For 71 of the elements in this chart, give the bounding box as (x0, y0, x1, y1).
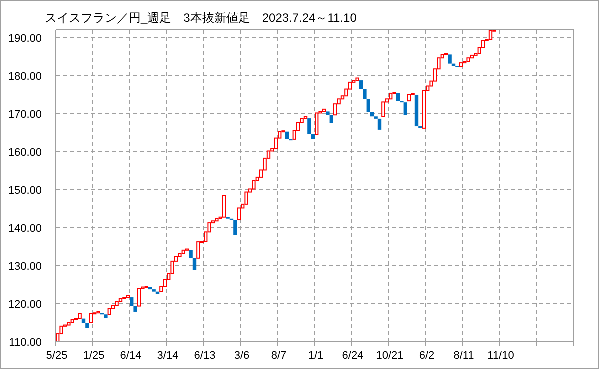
y-tick-label: 150.00 (8, 184, 42, 197)
y-tick-label: 180.00 (8, 70, 42, 83)
bar (237, 208, 241, 221)
bar (244, 192, 248, 205)
bar (308, 118, 312, 135)
bar (104, 314, 108, 318)
bar (182, 250, 186, 254)
bar (311, 134, 315, 140)
bar (488, 30, 493, 40)
bar (382, 102, 386, 118)
bar (396, 93, 400, 102)
bar (78, 313, 82, 320)
x-tick-label: 6/24 (342, 350, 364, 362)
bar (315, 112, 319, 136)
bar (189, 250, 193, 258)
y-tick-label: 120.00 (8, 299, 42, 311)
bar (196, 242, 200, 259)
x-tick-label: 3/14 (157, 350, 179, 362)
bar (82, 318, 86, 323)
bar (359, 80, 364, 90)
y-tick-label: 160.00 (8, 146, 42, 159)
bar (67, 322, 71, 326)
x-tick-label: 3/6 (234, 350, 250, 362)
bar (366, 99, 370, 112)
bar (192, 258, 197, 270)
bar (356, 78, 360, 82)
bar (363, 89, 367, 100)
bar (326, 112, 330, 116)
x-tick-label: 1/25 (83, 350, 105, 362)
bar (222, 195, 226, 218)
bar (370, 112, 374, 117)
bar (134, 306, 138, 312)
bar (215, 218, 219, 222)
bar (330, 115, 334, 124)
x-tick-label: 6/13 (194, 350, 216, 362)
x-tick-label: 8/11 (454, 350, 474, 362)
y-tick-label: 190.00 (8, 32, 42, 45)
x-tick-label: 6/14 (120, 350, 142, 362)
chart-title: スイスフラン／円_週足 3本抜新値足 2023.7.24～11.10 (45, 11, 358, 25)
x-tick-label: 1/1 (308, 350, 324, 362)
bar (408, 94, 412, 102)
bar (459, 62, 463, 67)
bar (86, 323, 90, 328)
bar (137, 288, 142, 307)
bar (414, 94, 419, 127)
bar (452, 64, 456, 66)
bar (70, 319, 74, 324)
y-tick-label: 140.00 (8, 222, 42, 235)
y-tick-label: 170.00 (8, 108, 42, 121)
bar (252, 180, 256, 190)
bar (108, 308, 112, 316)
bar (448, 54, 452, 64)
x-tick-label: 10/21 (376, 350, 404, 362)
bar (470, 54, 474, 59)
bar (322, 108, 326, 112)
bar (404, 102, 408, 116)
y-tick-label: 130.00 (8, 260, 42, 273)
bar (89, 313, 93, 324)
bar (389, 92, 393, 100)
bar (466, 58, 470, 62)
bar (115, 301, 119, 306)
bar (378, 118, 382, 130)
x-tick-label: 6/2 (419, 350, 435, 362)
x-tick-label: 11/10 (488, 350, 514, 362)
bar (118, 298, 123, 302)
bar (285, 132, 290, 140)
x-tick-label: 5/25 (46, 350, 68, 362)
y-tick-label: 110.00 (9, 337, 42, 349)
bar (130, 298, 134, 306)
bar (234, 220, 238, 236)
x-tick-label: 8/7 (271, 350, 287, 362)
